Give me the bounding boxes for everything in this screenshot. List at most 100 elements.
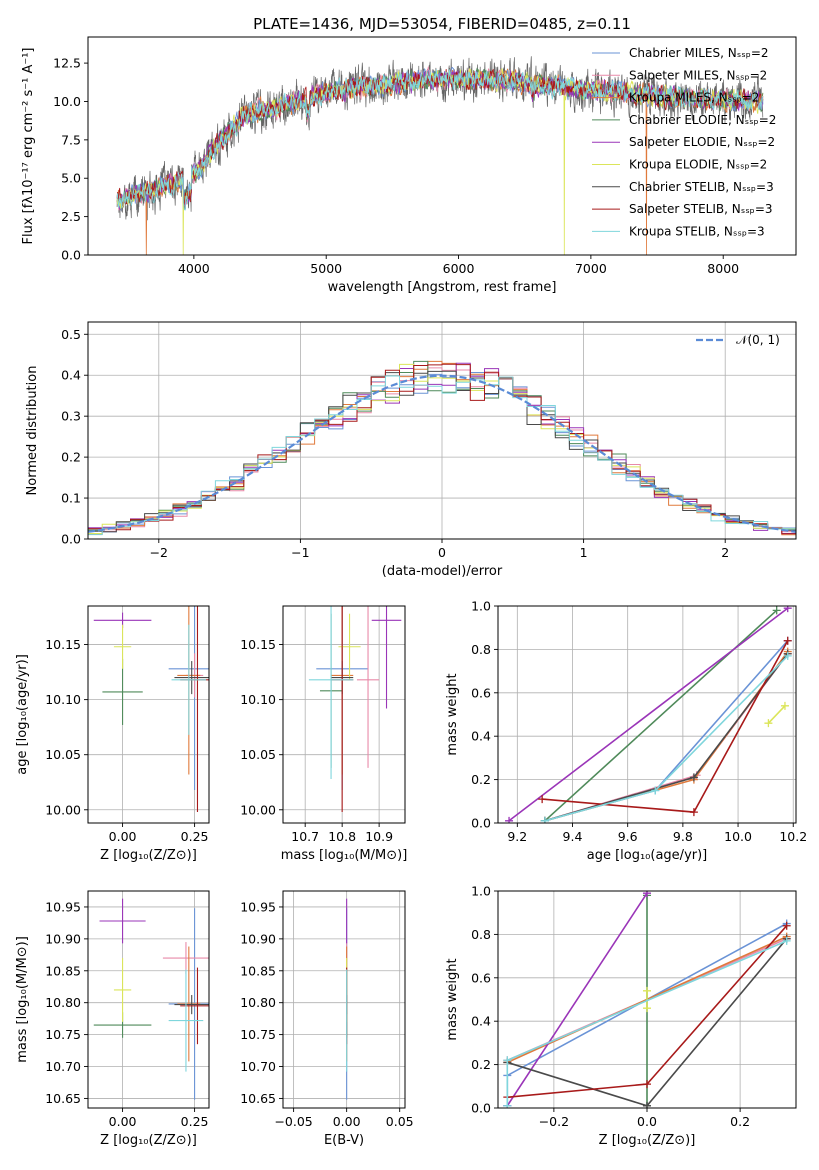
weight-line <box>508 607 789 822</box>
y-tick-label: 12.5 <box>53 56 81 71</box>
axes-frame <box>87 321 797 540</box>
chart-title: PLATE=1436, MJD=53054, FIBERID=0485, z=0… <box>253 15 631 33</box>
y-tick-label: 1.0 <box>471 884 491 899</box>
y-tick-label: 10.90 <box>240 931 276 946</box>
weight-line <box>544 653 789 822</box>
plot-area <box>88 360 796 537</box>
weight-marker <box>503 1101 512 1108</box>
axes-frame <box>282 605 406 824</box>
x-tick-label: 0.25 <box>181 829 209 844</box>
legend-label: Kroupa ELODIE, Nₛₛₚ=2 <box>629 158 767 172</box>
weight-series <box>505 606 792 823</box>
y-tick-label: 10.00 <box>240 802 276 817</box>
y-tick-label: 10.10 <box>240 692 276 707</box>
weight-line <box>544 653 789 822</box>
y-tick-label: 10.0 <box>53 94 81 109</box>
x-axis-label: (data-model)/error <box>382 564 503 579</box>
axes-residuals: −2 −1 0 1 2 0.0 0.1 0.2 0.3 0.4 0.5 (data-model)/er… <box>25 321 797 579</box>
weight-line <box>544 655 789 822</box>
x-tick-label: 6000 <box>443 261 475 276</box>
axes-mass_vs_EBV: −0.05 0.00 0.05 10.65 10.70 10.75 10.80 10.85 10… <box>240 890 414 1148</box>
y-axis-label: mass weight <box>445 958 460 1040</box>
errorbar-point <box>113 624 132 669</box>
y-tick-label: 0.6 <box>471 970 491 985</box>
x-tick-label: 2 <box>721 545 729 560</box>
y-tick-label: 10.70 <box>45 1059 81 1074</box>
x-tick-label: 8000 <box>707 261 739 276</box>
x-tick-label: 0.00 <box>109 829 137 844</box>
weight-series <box>764 701 789 728</box>
weight-marker <box>643 1004 651 1013</box>
y-tick-label: 0.4 <box>61 368 81 383</box>
y-tick-label: 10.95 <box>45 899 81 914</box>
weight-series <box>503 936 791 1108</box>
legend-label: Salpeter MILES, Nₛₛₚ=2 <box>629 68 767 82</box>
axes-frame <box>87 890 210 1109</box>
x-tick-label: 1 <box>580 545 588 560</box>
x-axis-label: Z [log₁₀(Z/Z⊙)] <box>100 848 197 863</box>
normal-curve <box>88 374 796 533</box>
errorbar-point <box>168 969 204 1072</box>
y-tick-label: 10.75 <box>45 1027 81 1042</box>
y-tick-label: 10.70 <box>240 1059 276 1074</box>
errorbar-point <box>371 606 402 709</box>
x-tick-label: 0.00 <box>333 1114 361 1129</box>
weight-series <box>540 606 781 823</box>
axes-frame <box>497 890 797 1109</box>
weight-marker <box>782 921 791 930</box>
y-tick-label: 0.8 <box>471 642 491 657</box>
y-axis-label: Normed distribution <box>25 366 40 496</box>
weight-marker <box>764 719 773 728</box>
x-tick-label: 0.05 <box>386 1114 414 1129</box>
errorbar-point <box>180 967 209 1045</box>
y-tick-label: 0.2 <box>61 450 81 465</box>
y-tick-label: 10.80 <box>240 995 276 1010</box>
x-tick-label: 9.4 <box>563 829 583 844</box>
y-tick-label: 10.85 <box>45 963 81 978</box>
axes-mass_vs_Z: 0.00 0.25 10.65 10.70 10.75 10.80 10.85 10.90 10… <box>15 890 210 1148</box>
legend-label: Salpeter STELIB, Nₛₛₚ=3 <box>629 202 773 216</box>
histogram-step <box>88 375 796 536</box>
y-tick-label: 10.95 <box>240 899 276 914</box>
spectrum-line <box>116 69 764 211</box>
weight-line <box>506 892 648 1107</box>
weight-marker <box>783 651 792 660</box>
x-tick-label: 9.2 <box>507 829 527 844</box>
axes-frame <box>87 36 797 256</box>
weight-marker <box>503 1056 512 1065</box>
legend-label: Kroupa MILES, Nₛₛₚ=2 <box>629 91 759 105</box>
y-tick-label: 10.05 <box>45 747 81 762</box>
errorbar-point <box>102 658 143 725</box>
plot-area <box>93 606 209 812</box>
errorbar-point <box>356 606 380 768</box>
errorbar-point <box>113 958 132 1022</box>
y-tick-label: 0.6 <box>471 685 491 700</box>
y-tick-label: 0.3 <box>61 409 81 424</box>
weight-series <box>540 649 792 823</box>
y-tick-label: 2.5 <box>61 209 81 224</box>
y-tick-label: 10.10 <box>45 692 81 707</box>
y-tick-label: 10.85 <box>240 963 276 978</box>
y-tick-label: 0.5 <box>61 327 81 342</box>
x-tick-label: −2 <box>150 545 168 560</box>
x-axis-label: age [log₁₀(age/yr)] <box>587 848 708 863</box>
legend-label: Kroupa STELIB, Nₛₛₚ=3 <box>629 224 765 238</box>
weight-series <box>538 636 792 817</box>
weight-series <box>540 651 792 823</box>
x-axis-label: mass [log₁₀(M/M⊙)] <box>281 848 408 863</box>
x-tick-label: −0.05 <box>274 1114 312 1129</box>
y-axis-label: mass [log₁₀(M/M⊙)] <box>15 936 30 1063</box>
x-tick-label: 9.6 <box>618 829 638 844</box>
plot-area <box>503 891 791 1108</box>
weight-marker <box>540 816 549 823</box>
weight-marker <box>689 808 698 817</box>
y-tick-label: 7.5 <box>61 132 81 147</box>
y-tick-label: 10.75 <box>240 1027 276 1042</box>
axes-frame <box>282 890 406 1109</box>
weight-marker <box>643 891 651 898</box>
y-tick-label: 10.65 <box>45 1091 81 1106</box>
y-tick-label: 1.0 <box>471 599 491 614</box>
y-tick-label: 0.0 <box>471 816 491 831</box>
x-tick-label: 10.2 <box>779 829 807 844</box>
